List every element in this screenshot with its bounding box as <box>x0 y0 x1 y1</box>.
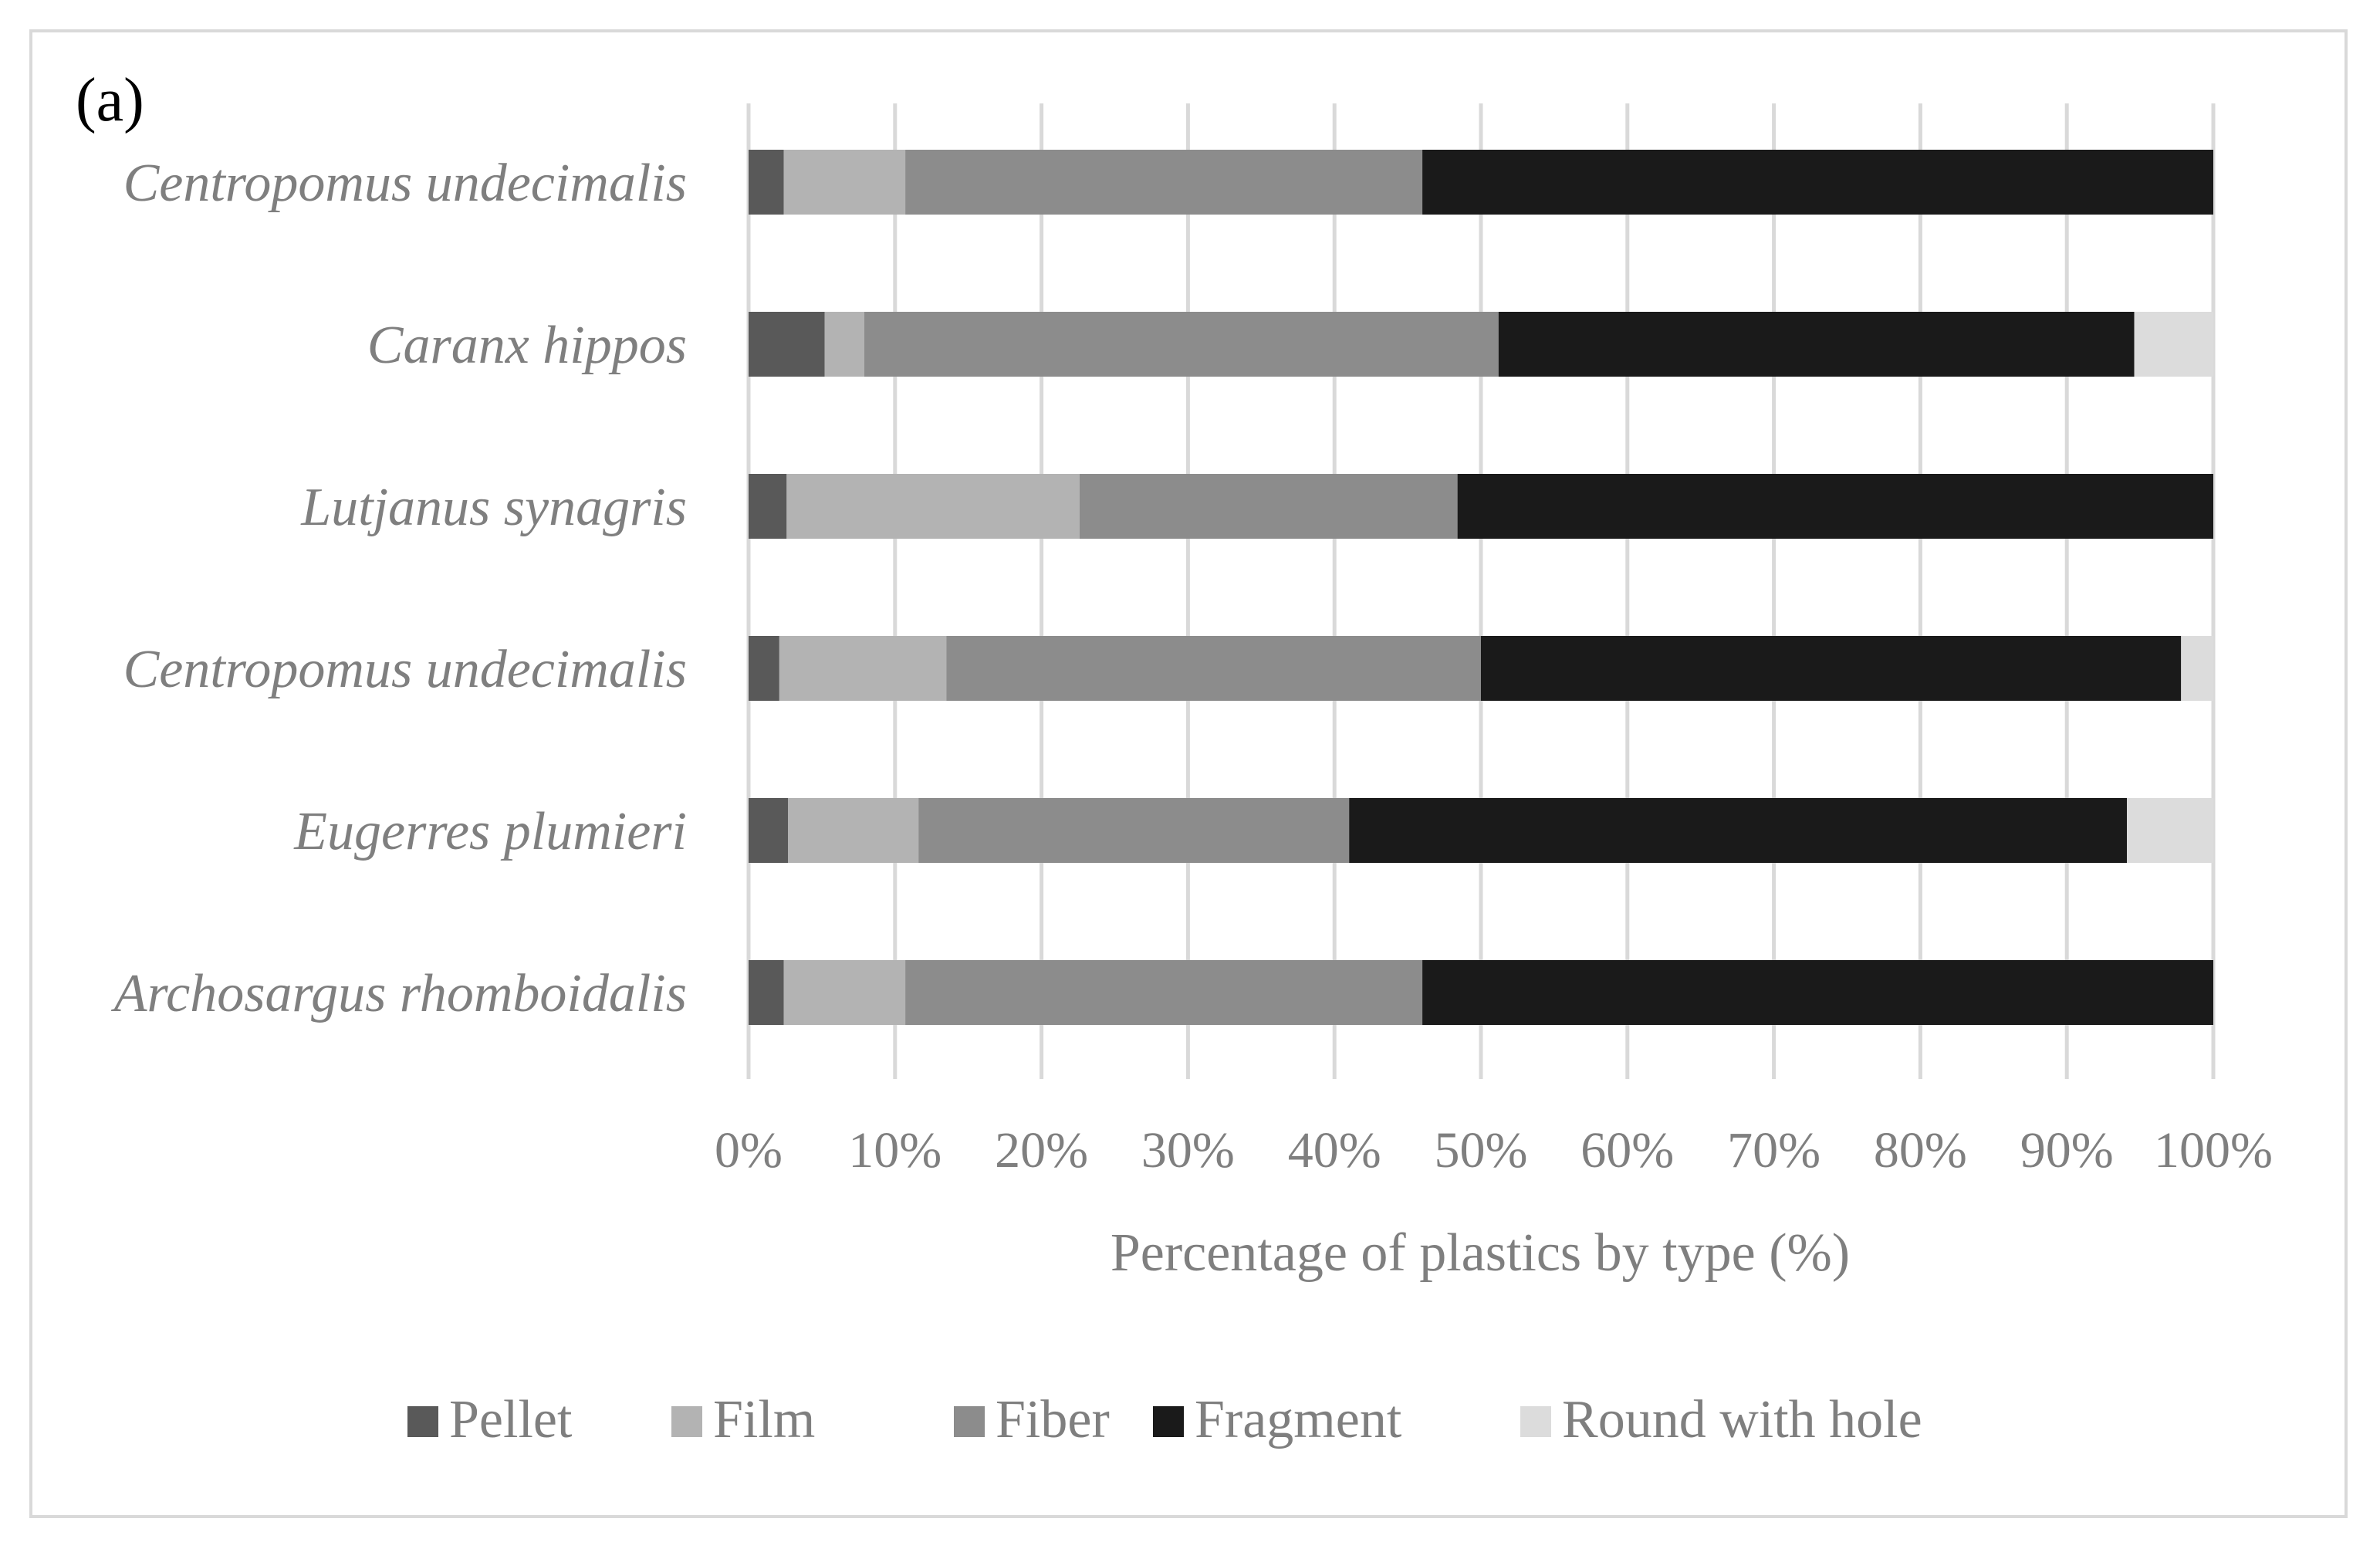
legend-swatch <box>671 1406 702 1437</box>
bar-segment <box>783 960 906 1025</box>
bar-segment <box>779 636 947 701</box>
legend-label: Round with hole <box>1562 1390 1922 1449</box>
x-axis-title: Percentage of plastics by type (%) <box>1111 1223 1850 1283</box>
legend-swatch <box>1520 1406 1551 1437</box>
bar-segment <box>2127 798 2213 863</box>
bar-segment <box>864 312 1499 377</box>
legend-label: Film <box>713 1390 815 1449</box>
bar-segment <box>918 798 1350 863</box>
bar-segment <box>749 474 787 539</box>
legend: Pellet Film Fiber Fragment Round with hole <box>407 1390 1922 1449</box>
x-tick-label: 100% <box>2154 1122 2273 1179</box>
x-tick-label: 30% <box>1141 1122 1235 1179</box>
bar-segment <box>1481 636 2182 701</box>
bar-segment <box>1457 474 2213 539</box>
x-tick-label: 70% <box>1727 1122 1820 1179</box>
category-label: Centropomus undecimalis <box>123 640 687 699</box>
bar-segment <box>905 150 1423 215</box>
category-labels: Centropomus undecimalis Caranx hippos Lutj… <box>111 154 687 1023</box>
bar-segment <box>946 636 1481 701</box>
category-label: Eugerres plumieri <box>293 802 687 861</box>
bar-segment <box>786 474 1080 539</box>
gridlines <box>746 103 2216 1079</box>
bar-segment <box>749 636 779 701</box>
bar-segment <box>749 960 784 1025</box>
legend-label: Fragment <box>1195 1390 1402 1449</box>
bar-segment <box>2134 312 2213 377</box>
x-tick-label: 60% <box>1580 1122 1674 1179</box>
panel-label: (a) <box>76 66 144 134</box>
x-tick-labels: 0% 10% 20% 30% 40% 50% 60% 70% 80% 90% 100% <box>715 1122 2273 1179</box>
legend-swatch <box>407 1406 438 1437</box>
legend-label: Pellet <box>449 1390 573 1449</box>
bar-segment <box>2181 636 2213 701</box>
category-label: Archosargus rhomboidalis <box>111 964 687 1023</box>
category-label: Caranx hippos <box>367 316 687 375</box>
bar-segment <box>783 150 906 215</box>
x-tick-label: 0% <box>715 1122 783 1179</box>
bar-segment <box>905 960 1423 1025</box>
bar-segment <box>788 798 919 863</box>
bar-segment <box>749 312 825 377</box>
x-tick-label: 20% <box>995 1122 1088 1179</box>
x-tick-label: 10% <box>848 1122 942 1179</box>
x-tick-label: 50% <box>1435 1122 1528 1179</box>
bar-segment <box>749 798 789 863</box>
bar-segment <box>1498 312 2135 377</box>
bars <box>749 150 2213 1025</box>
category-label: Lutjanus synagris <box>300 478 687 537</box>
bar-segment <box>1422 960 2213 1025</box>
bar-segment <box>824 312 864 377</box>
legend-label: Fiber <box>996 1390 1110 1449</box>
x-tick-label: 90% <box>2020 1122 2114 1179</box>
x-tick-label: 80% <box>1874 1122 1967 1179</box>
bar-segment <box>1349 798 2128 863</box>
bar-segment <box>1422 150 2213 215</box>
bar-segment <box>749 150 784 215</box>
legend-swatch <box>954 1406 985 1437</box>
x-tick-label: 40% <box>1288 1122 1381 1179</box>
legend-swatch <box>1153 1406 1184 1437</box>
bar-segment <box>1079 474 1458 539</box>
category-label: Centropomus undecimalis <box>123 154 687 213</box>
